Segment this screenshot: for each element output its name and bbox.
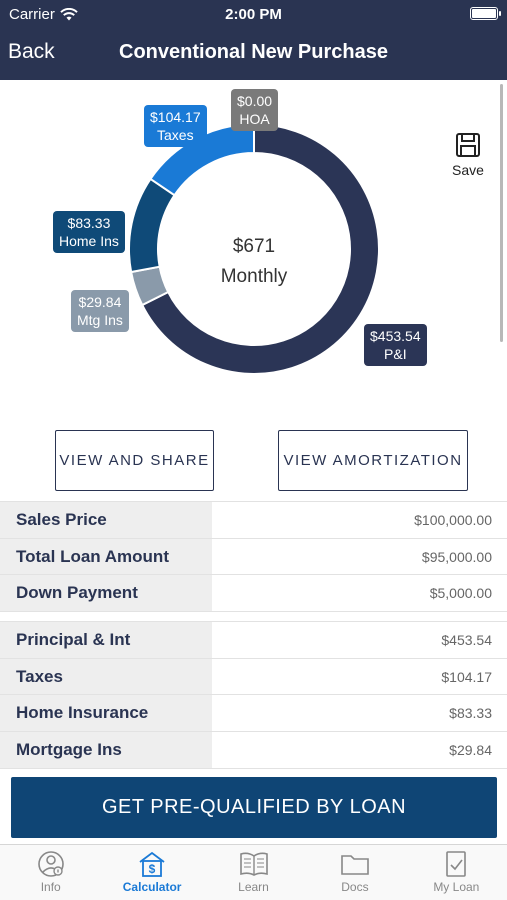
header-bar: Carrier 2:00 PM Back Conventional New Pu… (0, 0, 507, 80)
row-value: $104.17 (212, 658, 507, 695)
tag-value: $29.84 (78, 294, 122, 310)
tag-value: $453.54 (370, 328, 421, 344)
table-row: Down Payment $5,000.00 (0, 575, 507, 613)
back-button[interactable]: Back (8, 40, 55, 63)
calculator-dollar-icon: $ (139, 851, 165, 877)
checklist-icon (446, 851, 467, 877)
tag-value: $104.17 (150, 109, 201, 125)
row-label: Principal & Int (0, 622, 212, 658)
tag-label: P&I (384, 346, 407, 362)
tab-calculator[interactable]: $ Calculator (101, 845, 202, 900)
row-label: Down Payment (0, 575, 212, 612)
battery-icon (470, 7, 501, 20)
row-label: Mortgage Ins (0, 732, 212, 768)
carrier-indicator: Carrier (9, 6, 78, 23)
slice-tag-home-insurance: $83.33 Home Ins (53, 211, 125, 253)
tab-label: Learn (238, 880, 269, 894)
floppy-disk-icon (456, 133, 480, 157)
folder-icon (341, 855, 369, 875)
table-row: Sales Price $100,000.00 (0, 502, 507, 539)
scrollbar[interactable] (500, 84, 503, 342)
payment-chart-area: $671 Monthly $453.54 P&I $29.84 Mtg Ins … (0, 80, 507, 420)
user-info-icon (37, 851, 64, 877)
slice-tag-principal-interest: $453.54 P&I (364, 324, 427, 366)
row-label: Sales Price (0, 502, 212, 538)
status-time: 2:00 PM (225, 6, 282, 23)
tag-label: HOA (239, 111, 270, 127)
wifi-icon (60, 8, 78, 21)
table-row: Mortgage Ins $29.84 (0, 732, 507, 769)
save-label: Save (452, 162, 484, 178)
tab-bar: Info $ Calculator Learn Docs My Loan (0, 844, 507, 900)
nav-bar: Back Conventional New Purchase (0, 38, 507, 68)
row-value: $83.33 (212, 695, 507, 732)
row-label: Home Insurance (0, 695, 212, 732)
table-row: Home Insurance $83.33 (0, 695, 507, 733)
slice-tag-hoa: $0.00 HOA (231, 89, 279, 131)
tab-label: My Loan (433, 880, 480, 894)
save-button[interactable]: Save (448, 132, 488, 178)
row-value: $95,000.00 (212, 538, 507, 575)
donut-slice-p-i (140, 122, 380, 375)
table-row: Total Loan Amount $95,000.00 (0, 538, 507, 576)
row-label: Total Loan Amount (0, 538, 212, 575)
status-bar: Carrier 2:00 PM (0, 6, 507, 24)
slice-tag-taxes: $104.17 Taxes (144, 105, 207, 147)
slice-tag-mortgage-insurance: $29.84 Mtg Ins (71, 290, 129, 332)
tab-label: Info (40, 880, 61, 894)
tab-learn[interactable]: Learn (203, 845, 304, 900)
table-row: Taxes $104.17 (0, 658, 507, 696)
tab-info[interactable]: Info (0, 845, 101, 900)
book-icon (239, 852, 268, 876)
svg-text:$: $ (149, 862, 156, 876)
row-value: $5,000.00 (212, 575, 507, 612)
carrier-label: Carrier (9, 6, 55, 23)
row-label: Taxes (0, 658, 212, 695)
tag-label: Taxes (157, 127, 194, 143)
tab-docs[interactable]: Docs (304, 845, 405, 900)
tab-label: Calculator (122, 880, 182, 894)
monthly-total-label: Monthly (220, 266, 288, 287)
loan-summary-table: Sales Price $100,000.00 Total Loan Amoun… (0, 501, 507, 613)
page-title: Conventional New Purchase (119, 41, 388, 63)
tag-label: Home Ins (59, 233, 119, 249)
row-value: $100,000.00 (212, 502, 507, 538)
tab-my-loan[interactable]: My Loan (406, 845, 507, 900)
tab-label: Docs (341, 880, 369, 894)
donut-center: $671 Monthly (154, 232, 354, 292)
tag-value: $0.00 (237, 93, 273, 109)
view-and-share-button[interactable]: VIEW AND SHARE (55, 430, 214, 491)
get-prequalified-button[interactable]: GET PRE-QUALIFIED BY LOAN (11, 777, 497, 838)
tag-label: Mtg Ins (77, 312, 123, 328)
row-value: $453.54 (212, 622, 507, 658)
tag-value: $83.33 (67, 215, 111, 231)
monthly-total-value: $671 (232, 236, 276, 257)
row-value: $29.84 (212, 732, 507, 768)
payment-breakdown-table: Principal & Int $453.54 Taxes $104.17 Ho… (0, 621, 507, 769)
table-row: Principal & Int $453.54 (0, 622, 507, 659)
view-amortization-button[interactable]: VIEW AMORTIZATION (278, 430, 468, 491)
